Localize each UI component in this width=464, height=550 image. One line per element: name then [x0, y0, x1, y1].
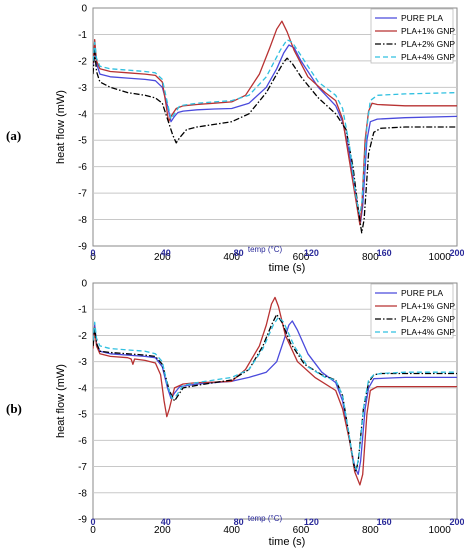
y-tick-label: 0: [81, 279, 87, 290]
legend: PURE PLA PLA+1% GNP PLA+2% GNP PLA+4% GNP: [370, 283, 455, 339]
legend-label: PLA+2% GNP: [401, 314, 455, 324]
temp-axis-title: temp (°C): [248, 245, 283, 254]
y-tick-label: -3: [78, 357, 87, 368]
y-tick-label: -7: [78, 189, 87, 200]
x-tick-label: 1000: [429, 252, 452, 263]
y-tick-label: -8: [78, 215, 87, 226]
y-tick-label: -2: [78, 331, 87, 342]
y-tick-label: -2: [78, 56, 87, 67]
temp-tick-label: 80: [234, 248, 244, 258]
x-tick-label: 0: [90, 525, 96, 536]
temp-axis-title: temp (°C): [248, 514, 283, 523]
y-tick-label: -4: [78, 383, 87, 394]
legend: PURE PLA PLA+1% GNP PLA+2% GNP PLA+4% GNP: [370, 8, 455, 64]
y-tick-label: -7: [78, 462, 87, 473]
x-tick-label: 200: [154, 525, 171, 536]
legend-label: PLA+1% GNP: [401, 26, 455, 36]
y-tick-label: -9: [78, 242, 87, 253]
x-tick-label: 600: [293, 525, 310, 536]
y-tick-label: -8: [78, 488, 87, 499]
x-tick-label: 0: [90, 252, 96, 263]
x-axis-title: time (s): [269, 536, 306, 548]
y-tick-label: -5: [78, 136, 87, 147]
series-line-3: [93, 39, 457, 215]
x-tick-label: 400: [223, 252, 240, 263]
legend-label: PURE PLA: [401, 13, 443, 23]
panel-label-a: (a): [6, 128, 22, 143]
y-tick-label: -3: [78, 83, 87, 94]
temp-tick-label: 160: [377, 248, 392, 258]
series-line-3: [93, 316, 457, 470]
x-tick-label: 1000: [429, 525, 452, 536]
series-line-2: [93, 313, 457, 473]
series-line-0: [93, 320, 457, 476]
legend-label: PLA+2% GNP: [401, 39, 455, 49]
temp-tick-label: 40: [161, 517, 171, 527]
y-tick-label: -1: [78, 305, 87, 316]
temp-tick-label: 200: [449, 517, 464, 527]
temp-tick-label: 0: [90, 517, 95, 527]
series-line-2: [93, 49, 457, 234]
legend-label: PLA+4% GNP: [401, 52, 455, 62]
legend-label: PURE PLA: [401, 288, 443, 298]
temp-tick-label: 200: [449, 248, 464, 258]
y-tick-label: -9: [78, 515, 87, 526]
x-axis-title: time (s): [269, 262, 306, 274]
x-tick-label: 600: [293, 252, 310, 263]
panel-label-b: (b): [6, 401, 22, 416]
y-tick-label: -5: [78, 410, 87, 421]
y-tick-label: -6: [78, 436, 87, 447]
y-tick-label: -4: [78, 109, 87, 120]
y-axis-title: heat flow (mW): [55, 364, 67, 438]
temp-tick-label: 160: [377, 517, 392, 527]
x-tick-label: 200: [154, 252, 171, 263]
x-tick-label: 400: [223, 525, 240, 536]
legend-label: PLA+1% GNP: [401, 301, 455, 311]
temp-tick-label: 80: [234, 517, 244, 527]
temp-tick-label: 120: [304, 517, 319, 527]
temp-tick-label: 0: [90, 248, 95, 258]
y-tick-label: -1: [78, 30, 87, 41]
y-tick-label: 0: [81, 4, 87, 15]
y-axis-title: heat flow (mW): [55, 90, 67, 164]
legend-label: PLA+4% GNP: [401, 327, 455, 337]
x-tick-label: 800: [362, 252, 379, 263]
temp-tick-label: 40: [161, 248, 171, 258]
x-tick-label: 800: [362, 525, 379, 536]
y-tick-label: -6: [78, 162, 87, 173]
temp-tick-label: 120: [304, 248, 319, 258]
series-line-1: [93, 20, 457, 226]
